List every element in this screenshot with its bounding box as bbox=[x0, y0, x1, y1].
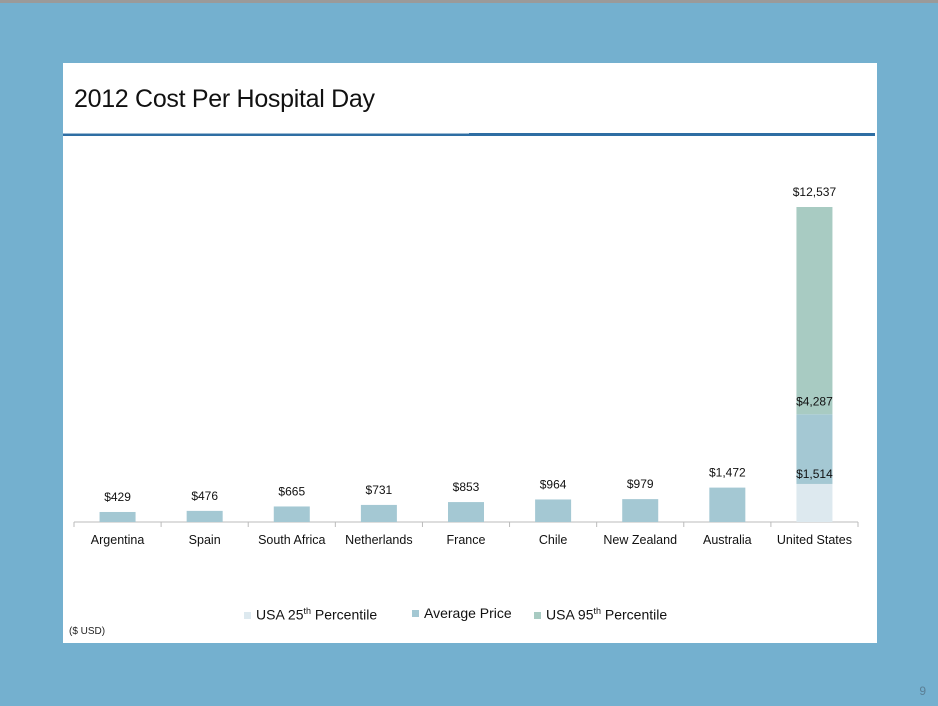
data-label-france: $853 bbox=[453, 480, 480, 494]
legend-label-average-price: Average Price bbox=[424, 605, 512, 621]
page-number: 9 bbox=[919, 684, 926, 698]
title-rule bbox=[63, 133, 875, 136]
bar-france bbox=[448, 502, 484, 522]
legend-item-usa-25th: USA 25th Percentile bbox=[244, 606, 377, 623]
bar-united-states-95th bbox=[796, 207, 833, 415]
slide-title: 2012 Cost Per Hospital Day bbox=[74, 85, 375, 113]
data-label-chile: $964 bbox=[540, 477, 567, 491]
legend-label-usa-25th-suffix: Percentile bbox=[311, 606, 378, 623]
bar-chart: $429 Argentina $476 Spain $665 South Africa $7… bbox=[73, 185, 859, 547]
bar-south-africa bbox=[273, 506, 310, 522]
data-label-spain: $476 bbox=[191, 489, 218, 503]
legend-item-average-price: Average Price bbox=[412, 605, 512, 621]
slide: 2012 Cost Per Hospital Day $429 Argentina… bbox=[63, 63, 877, 643]
data-label-argentina: $429 bbox=[104, 490, 131, 504]
x-tick-label-chile: Chile bbox=[539, 533, 568, 547]
legend-label-usa-95th-sup: th bbox=[593, 606, 601, 616]
data-label-netherlands: $731 bbox=[366, 483, 393, 497]
top-border bbox=[0, 0, 938, 3]
units-note: ($ USD) bbox=[69, 626, 106, 637]
x-tick-label-south-africa: South Africa bbox=[258, 533, 325, 547]
x-tick-label-argentina: Argentina bbox=[91, 533, 145, 547]
legend-swatch-usa-95th bbox=[534, 611, 541, 619]
legend-swatch-usa-25th bbox=[244, 611, 251, 619]
bar-chile bbox=[535, 499, 572, 522]
bar-united-states-average bbox=[796, 414, 833, 484]
x-tick-label-netherlands: Netherlands bbox=[345, 533, 412, 547]
x-tick-label-spain: Spain bbox=[189, 533, 221, 547]
data-label-australia: $1,472 bbox=[709, 466, 746, 480]
bar-netherlands bbox=[360, 504, 397, 522]
x-tick-label-new-zealand: New Zealand bbox=[603, 533, 677, 547]
bar-new-zealand bbox=[622, 499, 659, 522]
bar-argentina bbox=[99, 511, 136, 522]
legend-swatch-average-price bbox=[412, 610, 419, 617]
x-tick-label-australia: Australia bbox=[703, 533, 752, 547]
data-label-united-states-25th: $1,514 bbox=[796, 467, 833, 481]
legend-label-usa-25th-prefix: USA 25 bbox=[256, 606, 304, 623]
title-rule-highlight bbox=[63, 133, 469, 134]
legend-label-usa-25th-sup: th bbox=[303, 606, 311, 616]
data-label-south-africa: $665 bbox=[278, 484, 305, 498]
data-label-united-states-95th: $12,537 bbox=[793, 185, 837, 199]
legend-label-usa-95th-suffix: Percentile bbox=[601, 606, 668, 623]
data-label-united-states-average: $4,287 bbox=[796, 394, 833, 408]
x-tick-label-united-states: United States bbox=[777, 533, 852, 547]
bar-australia bbox=[709, 487, 746, 522]
bar-spain bbox=[186, 510, 223, 522]
data-label-new-zealand: $979 bbox=[627, 477, 654, 491]
legend-label-usa-95th-prefix: USA 95 bbox=[546, 606, 594, 623]
legend-item-usa-95th: USA 95th Percentile bbox=[534, 606, 667, 623]
bar-united-states-25th bbox=[796, 483, 833, 522]
x-tick-label-france: France bbox=[447, 533, 486, 547]
